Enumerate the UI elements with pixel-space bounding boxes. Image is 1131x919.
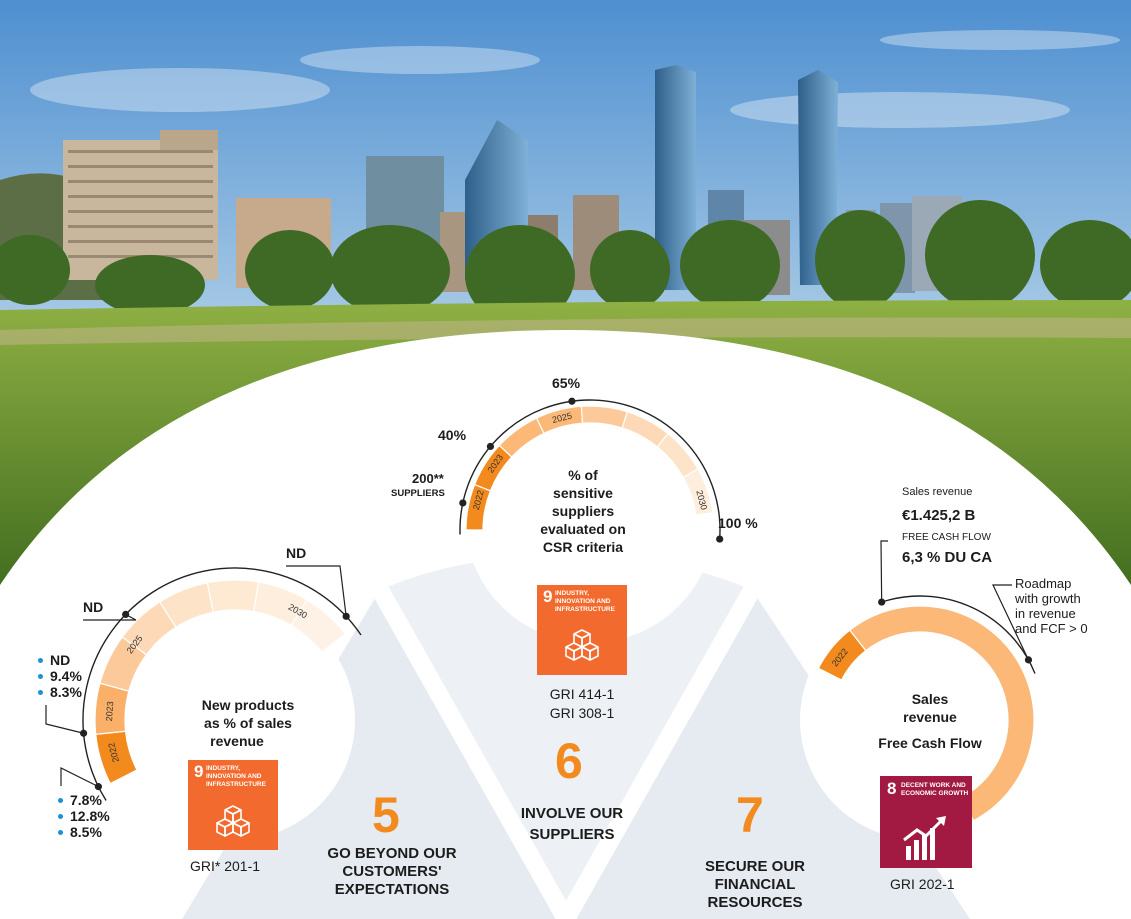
kpi-line: New products [201,697,295,713]
title-line: CUSTOMERS' [342,863,442,880]
title-line: FINANCIAL [714,876,796,893]
milestone-marker [342,612,350,620]
annotation-baseline-unit: SUPPLIERS [391,488,445,499]
title-line: SECURE OUR [704,858,805,875]
sdg-number: 8 [887,779,897,798]
kpi-line: CSR criteria [542,539,624,555]
roadmap-line: with growth [1015,591,1081,606]
roadmap-note: Roadmap with growth in revenue and FCF >… [1015,576,1088,636]
pillar-title: SECURE OUR FINANCIAL RESOURCES [680,858,830,912]
list-item: 8.3% [38,684,82,700]
list-item: 9.4% [38,668,82,684]
leader-line [286,565,347,617]
values-list-2022: 7.8% 12.8% 8.5% [58,792,110,840]
annotation-2030-target: 100 % [718,515,758,531]
pillar-number: 6 [555,733,583,789]
milestone-marker [716,535,724,543]
kpi-line: Free Cash Flow [878,735,982,751]
gri-line: GRI 414-1 [549,686,615,702]
gri-reference: GRI* 201-1 [190,858,261,874]
roadmap-line: Roadmap [1015,576,1072,591]
kpi-line: as % of sales [204,715,292,731]
milestone-marker [568,397,576,405]
gauge-segment [848,605,1035,822]
gauge-year-label: 2023 [104,701,115,722]
pillar-number: 5 [372,787,400,843]
sdg-8-badge: 8 DECENT WORK AND ECONOMIC GROWTH [880,776,972,868]
gauge-segment [206,579,260,613]
annotation-nd-2025: ND [83,599,104,615]
pillar-title: INVOLVE OUR SUPPLIERS [497,803,647,845]
fcf-value: 6,3 % DU CA [902,549,993,566]
leader-line [992,584,1029,661]
list-item: 12.8% [58,808,110,824]
sdg-title: INDUSTRY, INNOVATION AND INFRASTRUCTURE [555,590,615,613]
milestone-marker [459,499,467,507]
kpi-line: sensitive [553,485,613,501]
annotation-2025-target: 65% [552,375,581,391]
sales-value: €1.425,2 B [902,507,976,524]
milestone-marker [94,783,102,791]
title-line: EXPECTATIONS [334,881,450,898]
kpi-line: evaluated on [540,521,626,537]
leader-line [60,767,99,788]
roadmap-line: in revenue [1015,606,1076,621]
gri-reference: GRI 202-1 [890,876,955,892]
kpi-line: suppliers [551,503,615,519]
kpi-line: % of [568,467,598,483]
list-item: 7.8% [58,792,110,808]
leader-line [45,705,84,734]
milestone-marker [486,442,495,451]
pillar-number: 7 [736,787,764,843]
gri-line: GRI 308-1 [549,705,615,721]
gri-reference: GRI 414-1 GRI 308-1 [532,685,632,723]
pillar-title: GO BEYOND OUR CUSTOMERS' EXPECTATIONS [312,845,472,899]
sdg-number: 9 [543,587,553,606]
roadmap-line: and FCF > 0 [1015,621,1088,636]
leader-line [83,613,137,621]
gauge-segment [682,468,714,516]
gauge-outline [459,399,721,542]
milestone-marker [1024,656,1033,664]
gauge-year-label: 2030 [694,489,709,511]
sdg-title: DECENT WORK AND ECONOMIC GROWTH [901,782,969,797]
kpi-line: revenue [210,733,264,749]
title-line: INVOLVE OUR [520,805,624,822]
gauge-year-label: 2022 [471,489,486,511]
values-list-2023: ND 9.4% 8.3% [38,652,82,700]
sdg-9-badge: 9 INDUSTRY, INNOVATION AND INFRASTRUCTUR… [188,760,278,850]
kpi-line: revenue [903,709,957,725]
fcf-label: FREE CASH FLOW [902,532,991,543]
annotation-2023-target: 40% [438,427,467,443]
gauge-year-label: 2022 [106,742,121,764]
gauge-segment [290,599,347,654]
sdg-number: 9 [194,762,204,781]
kpi-label: % of sensitive suppliers evaluated on CS… [508,466,658,556]
list-item: ND [38,652,82,668]
kpi-line: Sales [911,691,949,707]
kpi-label: New products as % of sales revenue [178,696,318,750]
sdg-9-badge: 9 INDUSTRY, INNOVATION AND INFRASTRUCTUR… [537,585,627,675]
title-line: SUPPLIERS [529,826,615,843]
title-line: RESOURCES [707,894,803,911]
kpi-label: Sales revenue Free Cash Flow [870,690,990,752]
gauge-year-label: 2025 [551,411,573,426]
sales-label: Sales revenue [902,486,973,498]
list-item: 8.5% [58,824,110,840]
gauge-outline [881,595,1036,674]
annotation-nd-2030: ND [286,545,307,561]
leader-line [880,540,888,603]
sdg-title: INDUSTRY, INNOVATION AND INFRASTRUCTURE [206,765,266,788]
annotation-baseline: 200** [412,471,444,486]
title-line: GO BEYOND OUR [327,845,457,862]
